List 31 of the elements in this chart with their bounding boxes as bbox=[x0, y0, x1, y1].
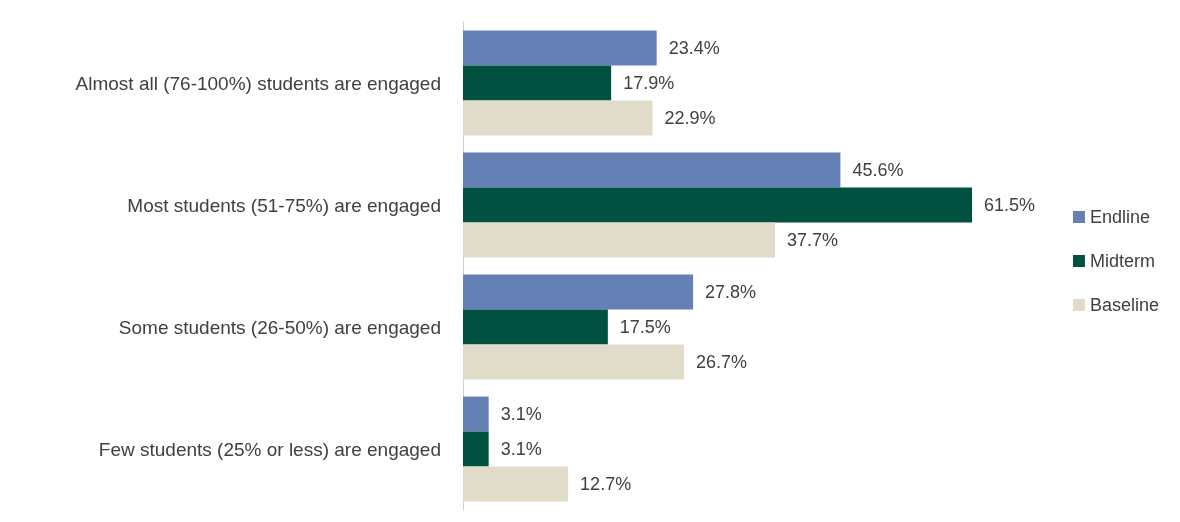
data-label: 61.5% bbox=[984, 195, 1036, 215]
data-label: 22.9% bbox=[664, 107, 716, 128]
bar bbox=[463, 466, 569, 502]
data-label: 17.9% bbox=[623, 73, 675, 93]
bar bbox=[463, 309, 608, 345]
bar bbox=[463, 431, 489, 467]
y-tick-label: Most students (51-75%) are engaged bbox=[127, 194, 441, 216]
bar bbox=[463, 344, 684, 380]
data-label: 26.7% bbox=[695, 351, 748, 372]
bar bbox=[463, 187, 972, 223]
y-tick-label: Few students (25% or less) are engaged bbox=[98, 438, 441, 460]
legend-label: Endline bbox=[1089, 207, 1150, 227]
data-label: 27.8% bbox=[705, 282, 757, 303]
data-label: 3.1% bbox=[500, 439, 542, 459]
bar bbox=[463, 222, 776, 258]
bar bbox=[463, 396, 489, 432]
bar bbox=[463, 30, 657, 66]
data-label: 23.4% bbox=[668, 38, 720, 59]
data-label: 17.5% bbox=[619, 317, 671, 337]
bar bbox=[463, 100, 653, 136]
data-label: 12.7% bbox=[580, 473, 632, 494]
bar bbox=[463, 65, 612, 101]
data-label: 3.1% bbox=[500, 404, 542, 425]
data-label: 45.6% bbox=[852, 160, 904, 181]
legend-label: Midterm bbox=[1089, 251, 1155, 271]
bar bbox=[463, 152, 841, 188]
legend-label: Baseline bbox=[1089, 295, 1159, 315]
y-tick-label: Some students (26-50%) are engaged bbox=[118, 316, 441, 338]
y-tick-label: Almost all (76-100%) students are engaged bbox=[75, 72, 441, 94]
data-label: 37.7% bbox=[787, 229, 839, 250]
bar bbox=[463, 274, 694, 310]
